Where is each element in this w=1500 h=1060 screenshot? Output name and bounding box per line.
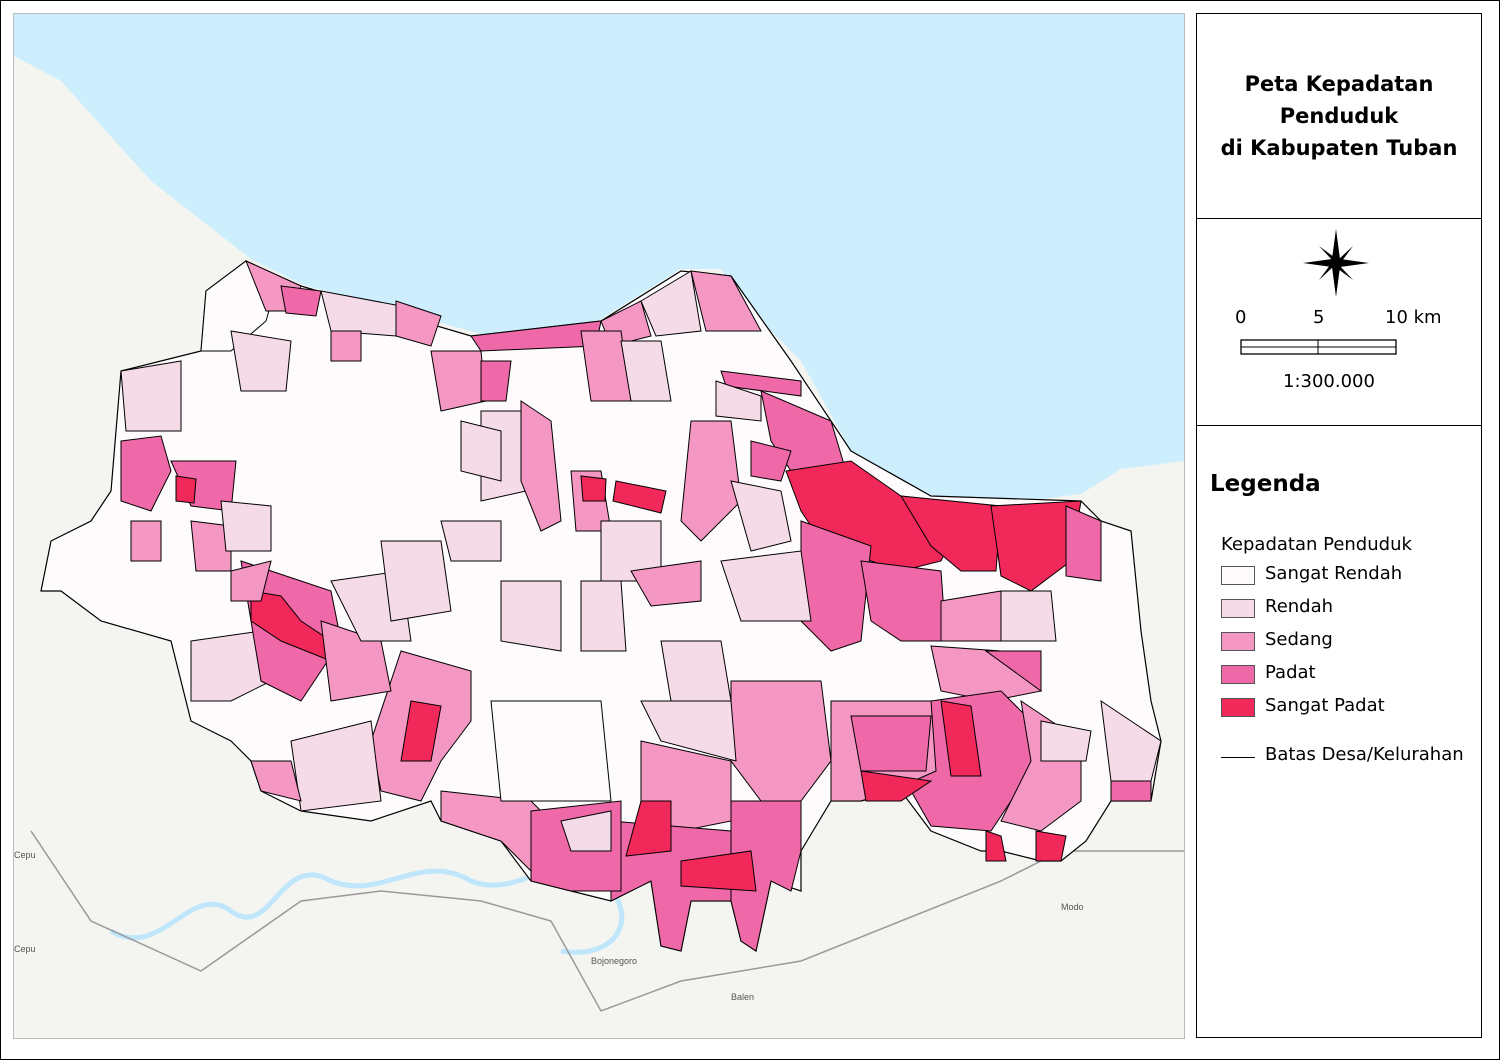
village-polygons	[120, 260, 1162, 952]
label-balen: Balen	[731, 992, 755, 1002]
legend-swatch-1	[1221, 599, 1255, 618]
village-polygon[interactable]	[440, 520, 502, 562]
title-line-3: di Kabupaten Tuban	[1220, 136, 1458, 160]
village-polygon[interactable]	[720, 550, 812, 622]
village-polygon[interactable]	[1100, 699, 1162, 782]
village-polygon[interactable]	[480, 360, 512, 402]
scale-tick-10: 10 km	[1385, 307, 1442, 328]
legend-swatch-4	[1221, 698, 1255, 717]
legend-boundary-label: Batas Desa/Kelurahan	[1265, 744, 1464, 765]
legend-label-4: Sangat Padat	[1265, 695, 1385, 716]
village-polygon[interactable]	[730, 480, 792, 552]
label-modo: Modo	[1061, 902, 1084, 912]
village-polygon[interactable]	[280, 285, 322, 317]
village-polygon[interactable]	[680, 420, 742, 542]
village-polygon[interactable]	[630, 560, 702, 607]
village-polygon[interactable]	[900, 495, 1002, 572]
village-polygon[interactable]	[620, 340, 672, 402]
scale-ratio: 1:300.000	[1283, 371, 1375, 392]
village-polygon[interactable]	[380, 540, 452, 622]
label-bojonegoro: Bojonegoro	[591, 956, 638, 966]
map-svg	[14, 14, 1184, 1012]
village-polygon[interactable]	[230, 330, 292, 392]
title-line-1: Peta Kepadatan	[1244, 72, 1434, 96]
village-polygon[interactable]	[625, 800, 672, 857]
village-polygon[interactable]	[750, 440, 792, 482]
village-polygon[interactable]	[395, 300, 442, 347]
scale-bar	[1240, 339, 1397, 355]
village-polygon[interactable]	[984, 650, 1042, 692]
village-polygon[interactable]	[120, 360, 182, 432]
legend-swatch-2	[1221, 632, 1255, 651]
village-polygon[interactable]	[580, 475, 607, 502]
village-polygon[interactable]	[940, 700, 982, 777]
village-polygon[interactable]	[220, 500, 272, 552]
village-polygon[interactable]	[680, 850, 757, 892]
village-polygon[interactable]	[230, 560, 272, 602]
map-title: Peta Kepadatan Penduduk di Kabupaten Tub…	[1221, 68, 1458, 164]
village-polygon[interactable]	[930, 645, 1043, 702]
village-polygon[interactable]	[520, 400, 562, 532]
village-polygon[interactable]	[985, 830, 1007, 862]
legend-label-1: Rendah	[1265, 596, 1334, 617]
boundary-line-swatch	[1221, 757, 1255, 758]
village-polygon[interactable]	[850, 715, 932, 772]
village-polygon[interactable]	[500, 580, 562, 652]
village-polygon[interactable]	[640, 270, 702, 337]
village-polygon[interactable]	[1035, 830, 1067, 862]
legend-heading: Legenda	[1210, 471, 1321, 497]
village-polygon[interactable]	[190, 520, 232, 572]
map-canvas[interactable]: Bojonegoro Balen Modo Cepu Cepu	[13, 13, 1185, 1039]
legend-label-2: Sedang	[1265, 629, 1333, 650]
compass-star-icon	[1303, 229, 1369, 297]
village-polygon[interactable]	[120, 435, 172, 512]
village-polygon[interactable]	[250, 760, 302, 802]
village-polygon[interactable]	[130, 520, 162, 562]
village-polygon[interactable]	[690, 270, 762, 332]
village-polygon[interactable]	[1000, 590, 1057, 642]
label-cepu-2: Cepu	[14, 944, 36, 954]
village-polygon[interactable]	[430, 350, 487, 412]
village-polygon[interactable]	[190, 630, 272, 702]
legend-label-3: Padat	[1265, 662, 1316, 683]
village-polygon[interactable]	[460, 420, 502, 482]
legend-swatch-3	[1221, 665, 1255, 684]
village-polygon[interactable]	[1065, 505, 1102, 582]
scale-tick-0: 0	[1235, 307, 1247, 328]
road	[30, 830, 1184, 1012]
village-polygon[interactable]	[660, 640, 732, 702]
village-polygon[interactable]	[400, 700, 442, 762]
legend-swatch-0	[1221, 566, 1255, 585]
village-polygon[interactable]	[715, 380, 762, 422]
sea	[14, 14, 1184, 504]
village-polygon[interactable]	[720, 370, 802, 397]
legend-group-title: Kepadatan Penduduk	[1221, 534, 1412, 555]
village-polygon[interactable]	[730, 800, 802, 952]
village-polygon[interactable]	[612, 480, 667, 514]
scale-tick-5: 5	[1313, 307, 1325, 328]
title-panel: Peta Kepadatan Penduduk di Kabupaten Tub…	[1196, 13, 1482, 219]
legend-label-0: Sangat Rendah	[1265, 563, 1403, 584]
label-cepu: Cepu	[14, 850, 36, 860]
legend-panel: Legenda Kepadatan Penduduk Sangat Rendah…	[1196, 425, 1482, 1038]
village-polygon[interactable]	[1040, 720, 1092, 762]
village-polygon[interactable]	[330, 330, 362, 362]
village-polygon[interactable]	[490, 700, 612, 802]
village-polygon[interactable]	[580, 580, 627, 652]
village-polygon[interactable]	[860, 560, 947, 642]
title-line-2: Penduduk	[1279, 104, 1399, 128]
scale-panel: 0 5 10 km 1:300.000	[1196, 218, 1482, 426]
village-polygon[interactable]	[990, 500, 1082, 592]
village-polygon[interactable]	[175, 475, 197, 504]
village-polygon[interactable]	[860, 770, 933, 802]
village-polygon[interactable]	[560, 810, 612, 852]
